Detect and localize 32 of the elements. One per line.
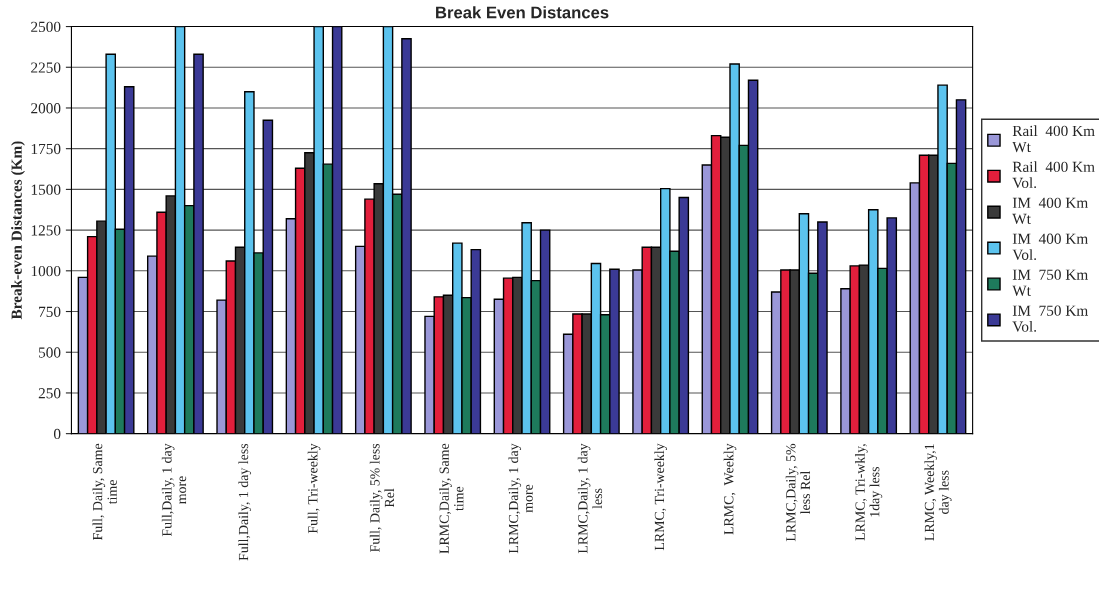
legend-label: Rail 400 Km Vol.	[1012, 161, 1095, 189]
x-tick-label: LRMC, Weekly	[723, 443, 737, 535]
x-tick-label: LRMC,Daily, Same time	[439, 443, 464, 554]
x-tick-label: Full, Tri-weekly	[307, 443, 321, 534]
legend-label: IM 400 Km Wt	[1012, 197, 1088, 225]
y-tick-label: 2500	[31, 21, 61, 32]
x-tick-label: Full, Daily, Same time	[92, 443, 117, 541]
y-tick-label: 1500	[31, 184, 61, 195]
y-tick-label: 1750	[31, 143, 61, 155]
y-axis-title: Break-even Distances (Km)	[11, 141, 25, 320]
y-tick-label: 1250	[31, 225, 61, 236]
legend-label: IM 750 Km Wt	[1012, 269, 1088, 296]
legend-label: Rail 400 Km Wt	[1012, 125, 1095, 153]
y-tick-label: 750	[39, 306, 61, 317]
y-tick-label: 0	[53, 428, 61, 440]
y-tick-label: 1000	[31, 265, 61, 277]
legend-label: IM 400 Km Vol.	[1012, 233, 1088, 260]
y-tick-label: 2000	[31, 103, 61, 114]
x-tick-label: LRMC,Daily, 1 day more	[508, 443, 533, 554]
y-tick-label: 500	[38, 347, 61, 358]
x-tick-label: LRMC, Tri-weekly	[654, 443, 667, 551]
x-tick-label: LRMC, Weekly,1 day less	[924, 444, 952, 541]
legend-label: IM 750 Km Vol.	[1012, 305, 1088, 332]
y-tick-label: 2250	[31, 62, 61, 73]
x-tick-label: LRMC,Daily, 1 day less	[577, 443, 603, 554]
y-tick-label: 250	[38, 388, 61, 399]
x-tick-label: LRMC,Daily, 5% less Rel	[785, 443, 811, 542]
chart-title: Break Even Distances	[436, 6, 609, 19]
x-tick-label: LRMC, Tri-wkly, 1day less	[855, 444, 883, 541]
x-tick-label: Full,Daily, 1 day less	[238, 443, 252, 561]
x-tick-label: Full,Daily, 1 day more	[161, 443, 187, 537]
x-tick-label: Full, Daily, 5% less Rel	[369, 443, 395, 553]
